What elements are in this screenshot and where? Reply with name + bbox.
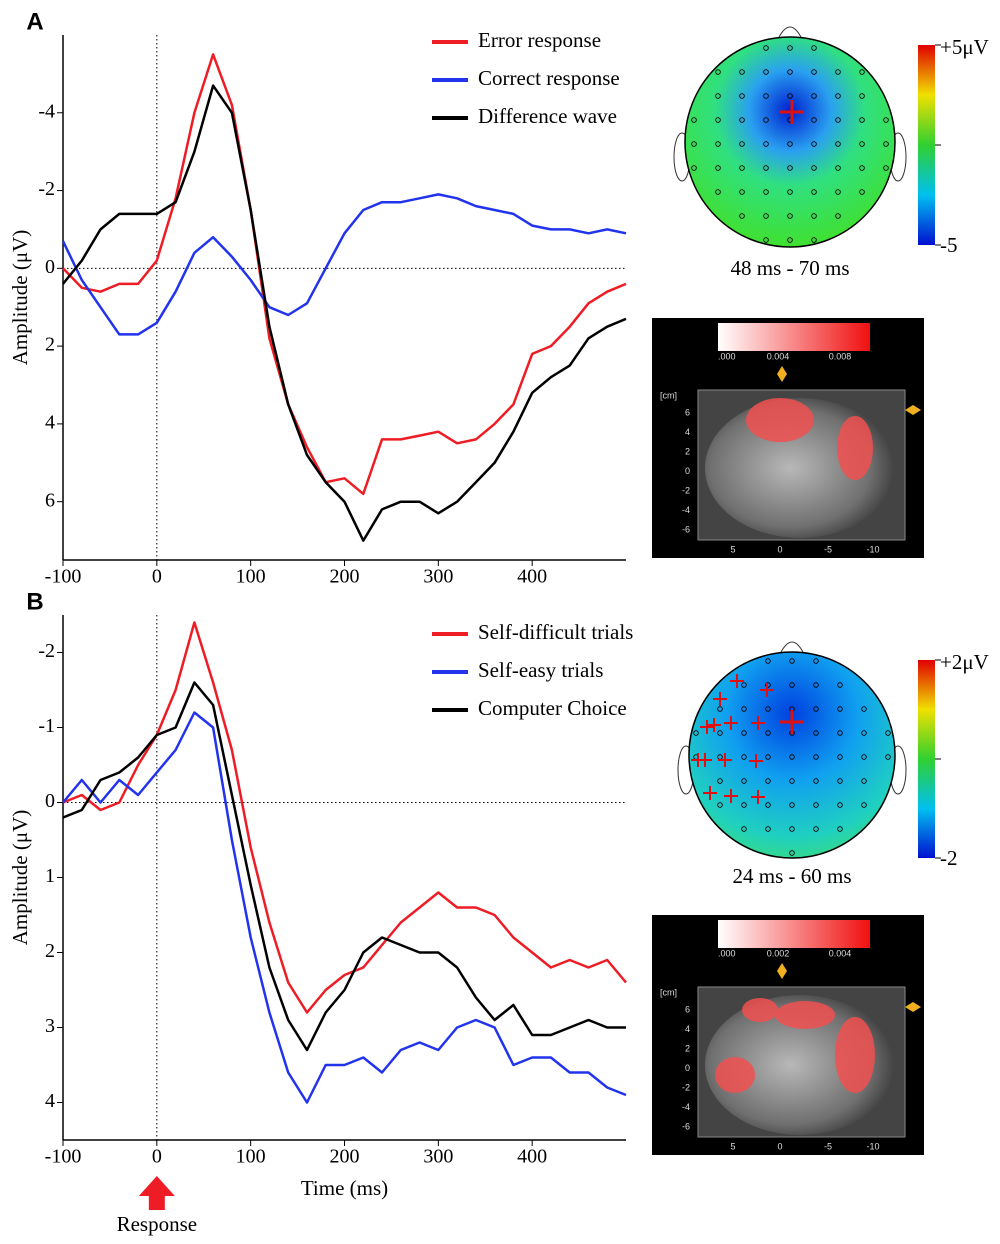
slice-y-tick: -4 xyxy=(682,505,690,515)
activation xyxy=(775,1001,835,1029)
legend-label: Difference wave xyxy=(478,104,617,128)
slice-y-tick: 4 xyxy=(685,1024,690,1034)
x-tick-label: 300 xyxy=(423,1146,453,1168)
slice-y-tick: 2 xyxy=(685,1043,690,1053)
colorbar-tick-label: .000 xyxy=(718,948,736,958)
y-tick-label: 2 xyxy=(45,334,55,356)
data-line xyxy=(63,683,626,1051)
y-tick-label: 6 xyxy=(45,489,55,511)
y-tick-label: 1 xyxy=(45,865,55,887)
slice-x-tick: 5 xyxy=(730,1141,735,1151)
slice-x-tick: 0 xyxy=(777,544,782,554)
legend-label: Self-easy trials xyxy=(478,658,603,682)
legend-label: Error response xyxy=(478,28,601,52)
figure: -4-20246-1000100200300400AAmplitude (μV)… xyxy=(0,0,1000,1239)
colorbar-tick-label: .000 xyxy=(718,351,736,361)
x-tick-label: 200 xyxy=(330,1146,360,1168)
unit-label: [cm] xyxy=(660,987,677,997)
activation xyxy=(715,1057,755,1093)
x-tick-label: 100 xyxy=(236,1146,266,1168)
slice-x-tick: 0 xyxy=(777,1141,782,1151)
unit-label: [cm] xyxy=(660,390,677,400)
x-tick-label: 100 xyxy=(236,566,266,588)
legend-label: Correct response xyxy=(478,66,620,90)
slice-y-tick: -2 xyxy=(682,485,690,495)
slice-x-tick: -10 xyxy=(866,1141,879,1151)
slice-y-tick: 6 xyxy=(685,1004,690,1014)
time-window: 48 ms - 70 ms xyxy=(730,256,849,280)
y-tick-label: 4 xyxy=(45,411,55,433)
response-arrow xyxy=(139,1176,175,1210)
slice-x-tick: -5 xyxy=(824,1141,832,1151)
colorbar xyxy=(918,45,935,245)
slice-y-tick: -6 xyxy=(682,524,690,534)
x-tick-label: 300 xyxy=(423,566,453,588)
activation xyxy=(835,1017,875,1093)
slice-y-tick: -4 xyxy=(682,1102,690,1112)
y-tick-label: -2 xyxy=(38,640,55,662)
data-line xyxy=(63,194,626,334)
activation xyxy=(746,398,814,442)
x-tick-label: 0 xyxy=(152,1146,162,1168)
annotation: Response xyxy=(117,1212,198,1236)
y-tick-label: -1 xyxy=(38,715,55,737)
page: {"chart_data": [ {"type": "line", "panel… xyxy=(0,0,1000,1244)
colorbar xyxy=(918,660,935,858)
y-tick-label: -2 xyxy=(38,178,55,200)
colorbar-max: +5μV xyxy=(940,35,989,59)
data-line xyxy=(63,86,626,541)
panel-label: B xyxy=(26,588,43,615)
x-tick-label: 0 xyxy=(152,566,162,588)
x-axis-label: Time (ms) xyxy=(301,1176,388,1200)
y-tick-label: 2 xyxy=(45,940,55,962)
activation xyxy=(837,416,873,480)
slice-x-tick: -5 xyxy=(824,544,832,554)
colorbar-tick-label: 0.004 xyxy=(767,351,790,361)
slice-y-tick: 4 xyxy=(685,427,690,437)
y-axis-label: Amplitude (μV) xyxy=(8,810,32,946)
time-window: 24 ms - 60 ms xyxy=(732,864,851,888)
slice-y-tick: 0 xyxy=(685,466,690,476)
slice-x-tick: 5 xyxy=(730,544,735,554)
slice-x-tick: -10 xyxy=(866,544,879,554)
slice-y-tick: -6 xyxy=(682,1121,690,1131)
colorbar-tick-label: 0.008 xyxy=(829,351,852,361)
legend-label: Self-difficult trials xyxy=(478,620,633,644)
slice-y-tick: 0 xyxy=(685,1063,690,1073)
y-tick-label: 3 xyxy=(45,1015,55,1037)
source-colorbar xyxy=(718,920,870,948)
colorbar-tick-label: 0.002 xyxy=(767,948,790,958)
data-line xyxy=(63,713,626,1103)
colorbar-max: +2μV xyxy=(940,650,989,674)
x-tick-label: -100 xyxy=(45,1146,82,1168)
activation xyxy=(742,998,778,1022)
legend-label: Computer Choice xyxy=(478,696,627,720)
slice-y-tick: 6 xyxy=(685,407,690,417)
y-axis-label: Amplitude (μV) xyxy=(8,230,32,366)
colorbar-min: -5 xyxy=(940,233,958,257)
y-tick-label: -4 xyxy=(38,100,55,122)
slice-y-tick: 2 xyxy=(685,446,690,456)
y-tick-label: 0 xyxy=(45,790,55,812)
slice-y-tick: -2 xyxy=(682,1082,690,1092)
panel-label: A xyxy=(26,8,43,35)
x-tick-label: 400 xyxy=(517,1146,547,1168)
x-tick-label: -100 xyxy=(45,566,82,588)
colorbar-tick-label: 0.004 xyxy=(829,948,852,958)
colorbar-min: -2 xyxy=(940,846,958,870)
x-tick-label: 200 xyxy=(330,566,360,588)
y-tick-label: 0 xyxy=(45,256,55,278)
x-tick-label: 400 xyxy=(517,566,547,588)
y-tick-label: 4 xyxy=(45,1090,55,1112)
source-colorbar xyxy=(718,323,870,351)
